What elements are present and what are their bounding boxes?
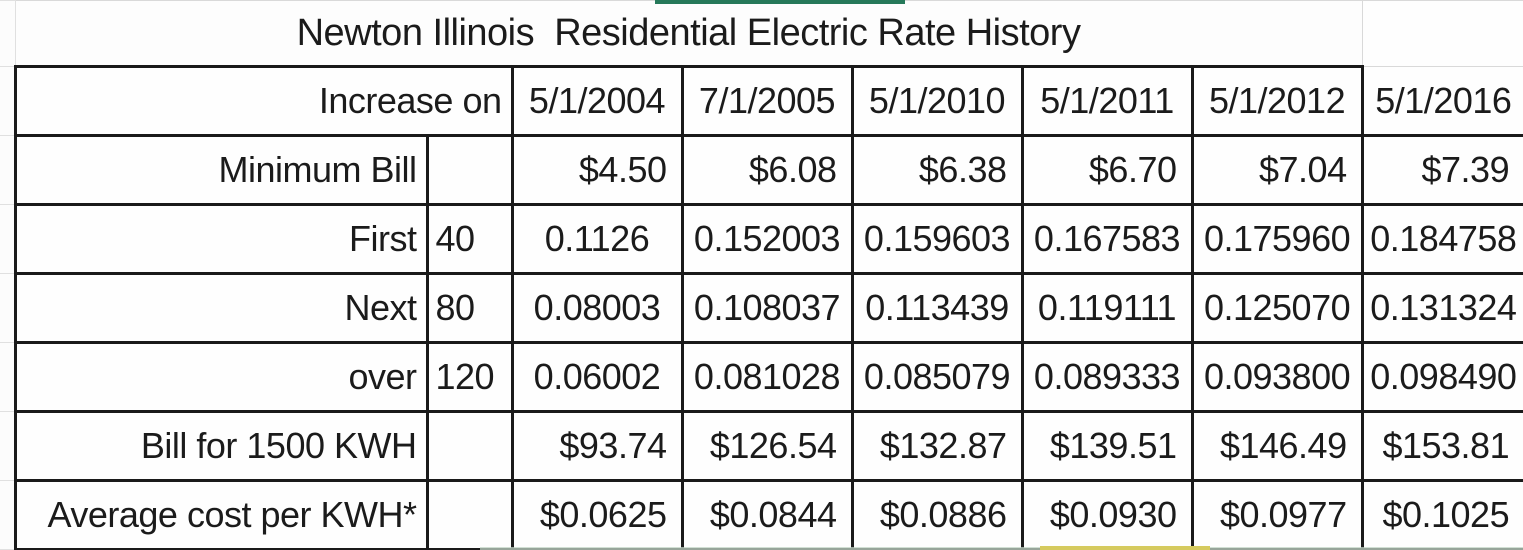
title-row: Newton Illinois Residential Electric Rat…: [0, 0, 1523, 67]
cell-value[interactable]: $7.04: [1190, 134, 1364, 206]
gutter-cell: [0, 135, 16, 205]
cell-value[interactable]: 0.08003: [510, 272, 684, 344]
cell-value[interactable]: 0.184758: [1360, 203, 1523, 275]
row-label[interactable]: Next: [13, 272, 429, 344]
row-qty[interactable]: [425, 479, 514, 550]
gutter-cell: [0, 342, 16, 412]
cell-value[interactable]: 0.085079: [850, 341, 1024, 413]
cell-value[interactable]: 0.081028: [680, 341, 854, 413]
cell-value[interactable]: 0.159603: [850, 203, 1024, 275]
row-label[interactable]: Average cost per KWH*: [13, 479, 429, 550]
cell-value[interactable]: 0.119111: [1020, 272, 1194, 344]
table-row-average-cost: Average cost per KWH* $0.0625 $0.0844 $0…: [0, 479, 1523, 550]
column-header-date[interactable]: 5/1/2012: [1190, 65, 1364, 137]
cell-value[interactable]: 0.108037: [680, 272, 854, 344]
cell-value[interactable]: 0.1126: [510, 203, 684, 275]
table-row-bill-1500: Bill for 1500 KWH $93.74 $126.54 $132.87…: [0, 410, 1523, 482]
row-qty[interactable]: 120: [425, 341, 514, 413]
cell-value[interactable]: $0.1025: [1360, 479, 1523, 550]
row-label[interactable]: First: [13, 203, 429, 275]
cell-value[interactable]: 0.089333: [1020, 341, 1194, 413]
column-header-date[interactable]: 5/1/2004: [510, 65, 684, 137]
gutter-cell: [0, 411, 16, 481]
cell-value[interactable]: 0.131324: [1360, 272, 1523, 344]
cell-value[interactable]: $0.0930: [1020, 479, 1194, 550]
cell-value[interactable]: $6.08: [680, 134, 854, 206]
cell-value[interactable]: 0.06002: [510, 341, 684, 413]
table-row-next-80: Next 80 0.08003 0.108037 0.113439 0.1191…: [0, 272, 1523, 344]
row-qty[interactable]: 40: [425, 203, 514, 275]
cell-value[interactable]: 0.167583: [1020, 203, 1194, 275]
cell-value[interactable]: $153.81: [1360, 410, 1523, 482]
gutter-cell: [0, 273, 16, 343]
cell-value[interactable]: $6.70: [1020, 134, 1194, 206]
cell-value[interactable]: $132.87: [850, 410, 1024, 482]
table-row-minimum-bill: Minimum Bill $4.50 $6.08 $6.38 $6.70 $7.…: [0, 134, 1523, 206]
header-increase-on[interactable]: Increase on: [13, 65, 514, 137]
row-qty[interactable]: 80: [425, 272, 514, 344]
column-header-date[interactable]: 5/1/2011: [1020, 65, 1194, 137]
page-title: Newton Illinois Residential Electric Rat…: [14, 0, 1363, 67]
table-row-first-40: First 40 0.1126 0.152003 0.159603 0.1675…: [0, 203, 1523, 275]
cell-value[interactable]: $7.39: [1360, 134, 1523, 206]
cell-value[interactable]: $0.0844: [680, 479, 854, 550]
cell-value[interactable]: 0.113439: [850, 272, 1024, 344]
cell-value[interactable]: 0.125070: [1190, 272, 1364, 344]
cell-value[interactable]: $0.0625: [510, 479, 684, 550]
cell-value[interactable]: 0.098490: [1360, 341, 1523, 413]
row-label[interactable]: Minimum Bill: [13, 134, 429, 206]
header-row: Increase on 5/1/2004 7/1/2005 5/1/2010 5…: [0, 65, 1523, 137]
row-label[interactable]: Bill for 1500 KWH: [13, 410, 429, 482]
crop-artifact-yellow-strip: [1040, 546, 1210, 550]
cell-value[interactable]: 0.175960: [1190, 203, 1364, 275]
cell-value[interactable]: $4.50: [510, 134, 684, 206]
row-qty[interactable]: [425, 134, 514, 206]
cell-value[interactable]: 0.093800: [1190, 341, 1364, 413]
row-qty[interactable]: [425, 410, 514, 482]
cell-value[interactable]: $139.51: [1020, 410, 1194, 482]
gutter-cell: [0, 66, 16, 136]
empty-cell: [1361, 0, 1523, 67]
cell-value[interactable]: $93.74: [510, 410, 684, 482]
gutter-cell: [0, 0, 16, 67]
crop-artifact-green-strip: [480, 547, 1523, 550]
column-header-date[interactable]: 7/1/2005: [680, 65, 854, 137]
gutter-cell: [0, 480, 16, 550]
table-row-over-120: over 120 0.06002 0.081028 0.085079 0.089…: [0, 341, 1523, 413]
cell-value[interactable]: $0.0977: [1190, 479, 1364, 550]
column-header-date[interactable]: 5/1/2016: [1360, 66, 1523, 137]
cell-value[interactable]: 0.152003: [680, 203, 854, 275]
crop-artifact-teal-strip: [655, 0, 905, 4]
row-label[interactable]: over: [13, 341, 429, 413]
gutter-cell: [0, 204, 16, 274]
cell-value[interactable]: $146.49: [1190, 410, 1364, 482]
cell-value[interactable]: $0.0886: [850, 479, 1024, 550]
cell-value[interactable]: $6.38: [850, 134, 1024, 206]
cell-value[interactable]: $126.54: [680, 410, 854, 482]
column-header-date[interactable]: 5/1/2010: [850, 65, 1024, 137]
